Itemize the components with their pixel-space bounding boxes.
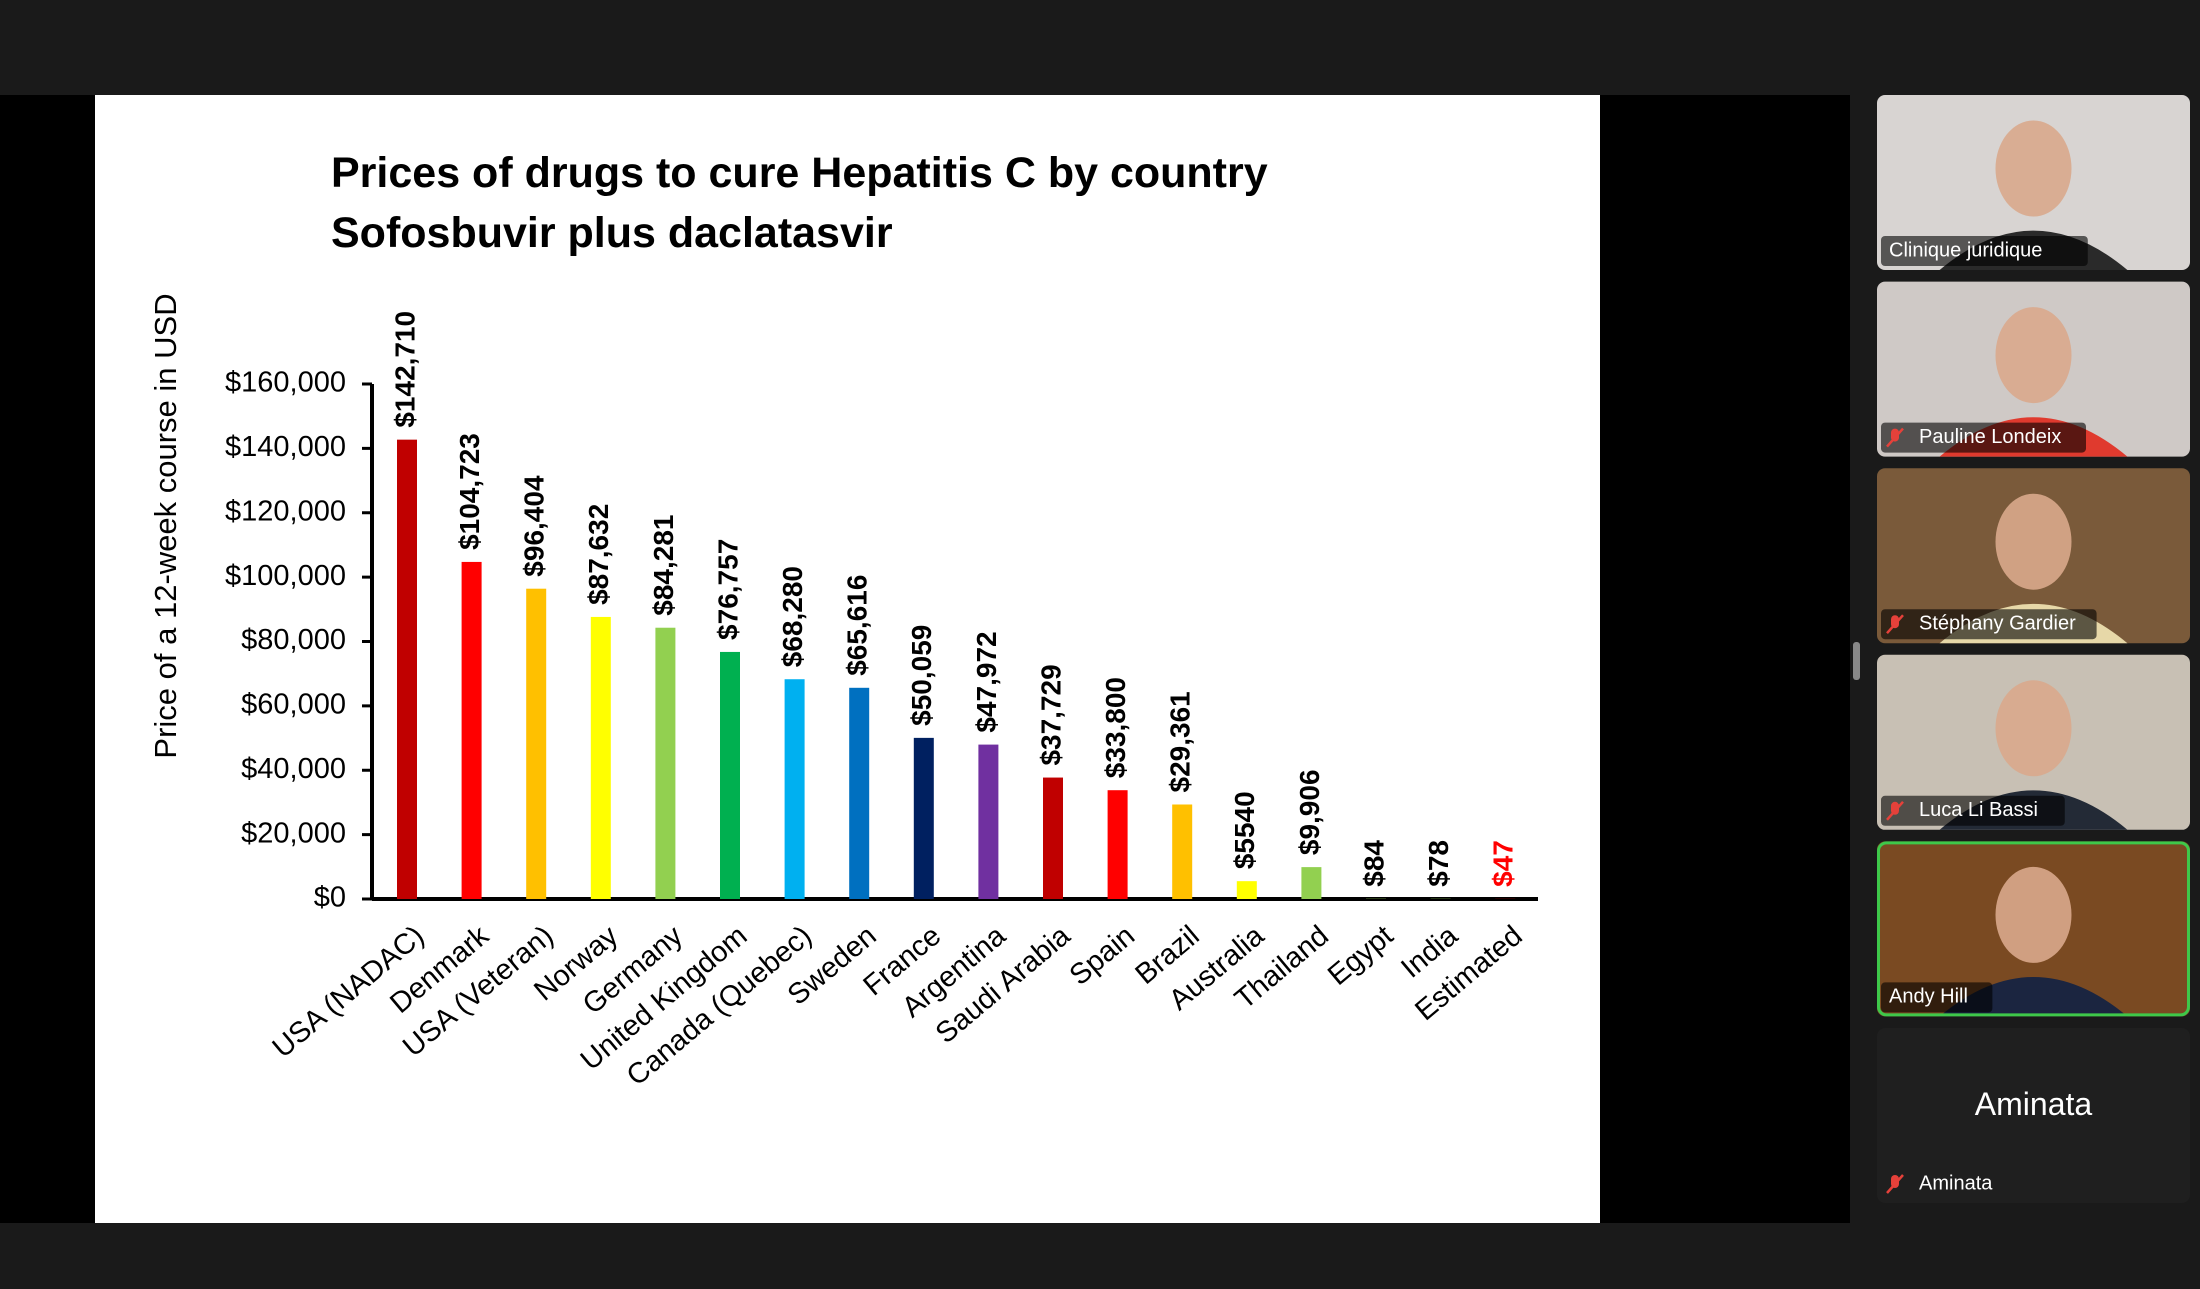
value-label: $65,616: [842, 575, 873, 676]
y-tick-label: $20,000: [241, 817, 346, 849]
bar: [397, 439, 417, 899]
y-tick-label: $40,000: [241, 753, 346, 785]
value-label: $50,059: [906, 625, 937, 726]
name-plate: [1881, 795, 2065, 826]
y-tick-label: $0: [314, 882, 346, 914]
bar: [1301, 867, 1322, 899]
mic-off-icon: [1886, 1174, 1904, 1194]
bar: [590, 616, 611, 899]
participant-name: Andy Hill: [1889, 986, 1968, 1008]
bar: [1043, 777, 1063, 899]
chart-subtitle: Sofosbuvir plus daclatasvir: [331, 209, 893, 257]
bar: [461, 561, 482, 899]
y-tick-label: $140,000: [225, 431, 346, 463]
participant-video: [1995, 866, 2072, 963]
bar: [1172, 804, 1193, 899]
bar: [978, 744, 999, 899]
value-label: $76,757: [712, 539, 743, 640]
bar: [913, 737, 934, 899]
slide: [95, 95, 1600, 1223]
participant-name: Stéphany Gardier: [1919, 612, 2076, 634]
value-label: $33,800: [1100, 677, 1131, 778]
participant-name: Clinique juridique: [1889, 239, 2042, 261]
participant-name: Pauline Londeix: [1919, 426, 2061, 448]
scroll-handle[interactable]: [1853, 642, 1860, 680]
mic-off-icon: [1886, 800, 1904, 821]
y-tick-label: $120,000: [225, 495, 346, 527]
name-plate: [1881, 422, 2086, 453]
bar: [1107, 790, 1128, 899]
bar: [720, 651, 740, 899]
participant-video: [1995, 120, 2072, 217]
value-label: $78: [1423, 840, 1454, 887]
value-label: $29,361: [1165, 691, 1196, 792]
participant-name: Luca Li Bassi: [1919, 799, 2038, 821]
mic-off-icon: [1886, 614, 1904, 635]
value-label: $47: [1488, 840, 1519, 887]
participant-name: Aminata: [1919, 1172, 1993, 1194]
participant-avatar-name: Aminata: [1975, 1086, 2093, 1122]
bar: [1236, 881, 1257, 899]
y-tick-label: $160,000: [225, 367, 346, 399]
y-tick-label: $60,000: [241, 689, 346, 721]
bar: [784, 679, 805, 899]
participant-video: [1995, 680, 2072, 777]
name-plate: [1881, 982, 1993, 1013]
active-speaker-border: [1877, 841, 2190, 1017]
participant-video: [1995, 493, 2072, 590]
value-label: $47,972: [971, 631, 1002, 732]
participant-video: [1995, 307, 2072, 404]
value-label: $104,723: [454, 433, 485, 550]
value-label: $96,404: [519, 475, 550, 577]
value-label: $9,906: [1294, 769, 1325, 855]
value-label: $68,280: [777, 566, 808, 667]
value-label: $5540: [1229, 791, 1260, 869]
chart-title: Prices of drugs to cure Hepatitis C by c…: [331, 149, 1268, 197]
value-label: $37,729: [1035, 664, 1066, 765]
value-label: $84: [1358, 840, 1389, 887]
y-axis-label: Price of a 12-week course in USD: [148, 293, 183, 758]
value-label: $84,281: [648, 515, 679, 616]
participant-tile[interactable]: [1877, 1028, 2190, 1203]
bar: [655, 627, 676, 899]
mic-off-icon: [1886, 427, 1904, 448]
value-label: $87,632: [583, 504, 614, 605]
bar: [849, 687, 870, 899]
participant-panel: Clinique juridique Pauline Londeix Stéphan…: [1877, 95, 2190, 1203]
y-tick-label: $80,000: [241, 624, 346, 656]
y-tick-label: $100,000: [225, 560, 346, 592]
bar: [526, 588, 547, 899]
value-label: $142,710: [389, 311, 420, 428]
name-plate: [1881, 236, 2088, 266]
name-plate: [1881, 609, 2097, 640]
